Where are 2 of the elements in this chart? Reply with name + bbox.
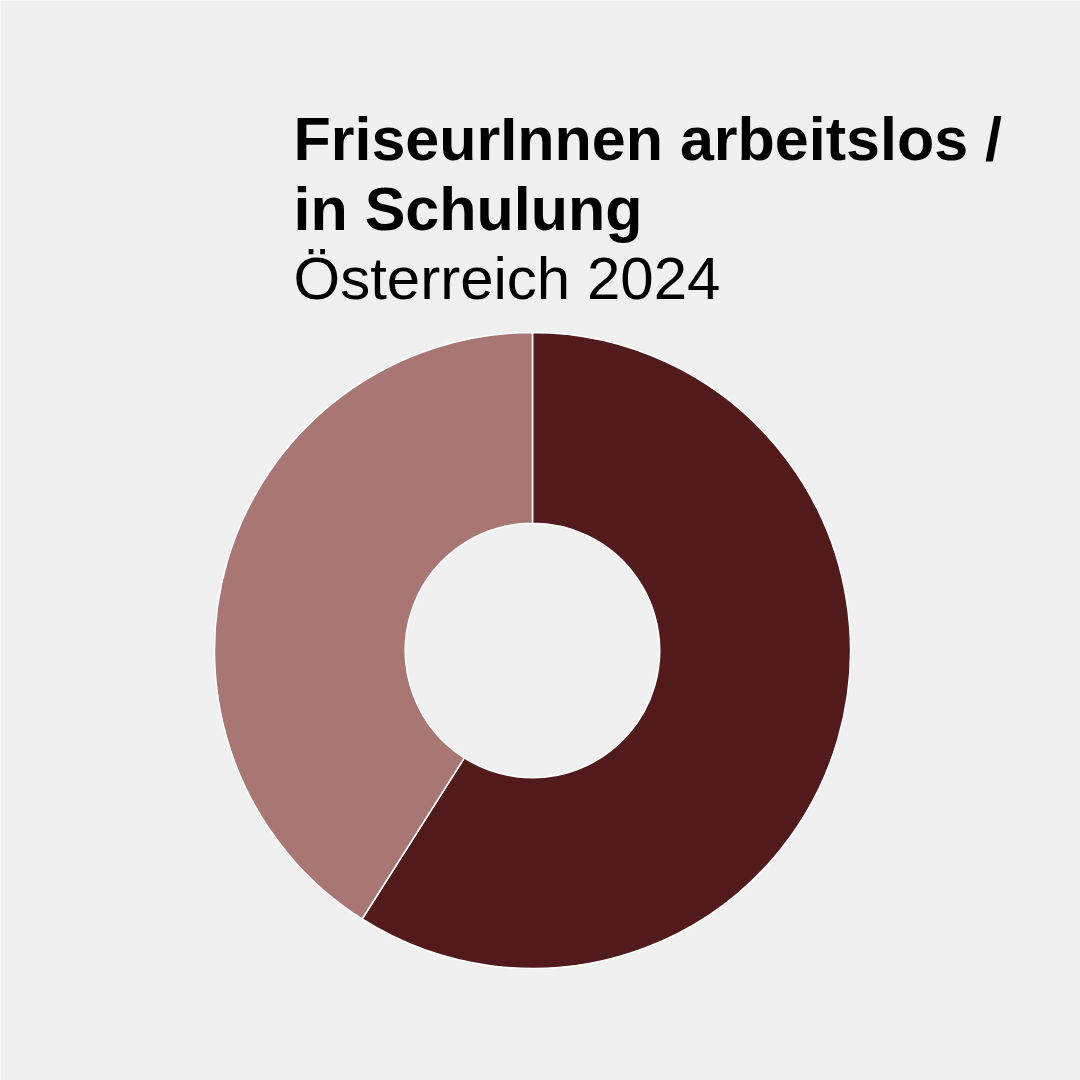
chart-subtitle: Österreich 2024 <box>293 245 721 312</box>
chart-title: FriseurInnen arbeitslos / in Schulung <box>293 104 1003 243</box>
